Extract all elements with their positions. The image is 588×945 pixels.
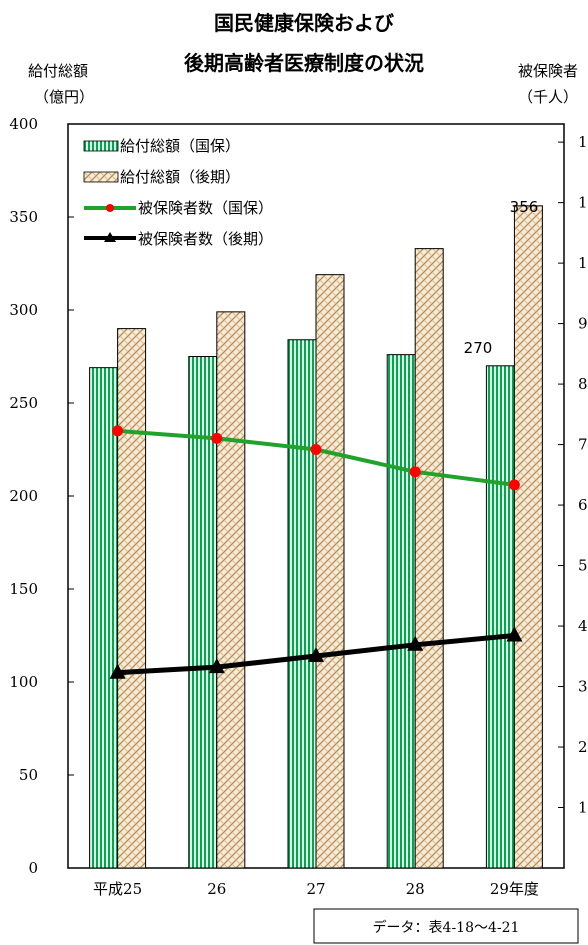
x-category-label: 27	[306, 880, 325, 898]
y-right-tick-label: 1	[578, 133, 588, 151]
y-right-tick-label: 1	[578, 254, 588, 272]
legend-swatch-kouki-benefit	[83, 171, 119, 183]
y-left-label-line1: 給付総額	[28, 62, 88, 80]
y-right-tick-label: 1	[578, 194, 588, 212]
y-left-tick-label: 300	[9, 301, 38, 319]
bar-kokuho-benefit	[287, 339, 317, 869]
x-axis-categories: 平成25 26 27 28 29年度	[93, 880, 539, 898]
y-right-tick-label: 4	[578, 617, 588, 635]
y-left-tick-label: 50	[19, 766, 38, 784]
bar-kokuho-benefit	[89, 367, 119, 869]
bar-kouki-benefit	[216, 311, 246, 869]
marker-kouki-insured	[308, 646, 324, 662]
bar-kouki-benefit	[414, 248, 444, 869]
legend-label-kouki-benefit: 給付総額（後期）	[120, 168, 240, 186]
x-category-label: 28	[406, 880, 425, 898]
marker-kokuho-insured	[112, 425, 124, 437]
source-note: データ：表4-18～4-21	[373, 919, 520, 936]
data-label-kouki-last: 356	[510, 198, 539, 216]
marker-kouki-insured	[407, 635, 424, 651]
y-right-label-line1: 被保険者	[518, 62, 578, 80]
legend-marker-kokuho-insured	[106, 204, 114, 212]
y-left-tick-label: 100	[9, 673, 38, 691]
y-left-tick-label: 0	[28, 859, 38, 877]
bar-kouki-benefit	[315, 274, 345, 869]
marker-kokuho-insured	[310, 444, 322, 455]
bar-kouki-benefit	[513, 205, 543, 869]
y-right-tick-label: 5	[578, 557, 588, 575]
marker-kouki-insured	[208, 658, 225, 674]
bar-kokuho-benefit	[386, 354, 416, 869]
legend-swatch-kokuho-benefit	[83, 140, 119, 152]
bar-kokuho-benefit	[485, 365, 515, 869]
x-category-label: 29年度	[490, 880, 539, 898]
x-category-label: 平成25	[93, 880, 142, 898]
line-series-group	[109, 425, 523, 679]
marker-kokuho-insured	[508, 479, 520, 491]
y-right-label-line2: （千人）	[518, 88, 578, 106]
y-left-label-line2: （億円）	[34, 88, 94, 106]
source-box	[313, 908, 579, 944]
chart-title-line1: 国民健康保険および	[214, 11, 395, 35]
legend-label-kokuho-benefit: 給付総額（国保）	[120, 137, 240, 155]
y-right-tick-label: 7	[578, 436, 588, 454]
chart-title-line2: 後期高齢者医療制度の状況	[184, 51, 424, 75]
y-left-tick-label: 200	[9, 487, 38, 505]
marker-kouki-insured	[109, 663, 126, 679]
x-category-label: 26	[207, 880, 226, 898]
marker-kokuho-insured	[211, 432, 223, 444]
y-right-tick-label: 1	[578, 799, 588, 817]
y-left-axis-ticks: 0 50 100 150 200 250 300 350 400	[9, 115, 74, 877]
marker-kokuho-insured	[409, 466, 421, 478]
y-right-tick-label: 3	[578, 678, 588, 696]
legend: 給付総額（国保） 給付総額（後期） 被保険者数（国保） 被保険者数（後期）	[83, 137, 273, 248]
legend-label-kokuho-insured: 被保険者数（国保）	[138, 199, 273, 217]
y-right-tick-label: 9	[578, 315, 588, 333]
data-label-kokuho-last: 270	[464, 339, 493, 357]
y-left-tick-label: 400	[9, 115, 38, 133]
y-left-tick-label: 350	[9, 208, 38, 226]
y-right-tick-label: 6	[578, 496, 588, 514]
bar-kouki-benefit	[117, 328, 147, 869]
y-left-tick-label: 250	[9, 394, 38, 412]
bar-kokuho-benefit	[188, 356, 218, 869]
marker-kouki-insured	[506, 626, 523, 642]
y-right-tick-label: 2	[578, 738, 588, 756]
legend-marker-kouki-insured	[104, 232, 116, 242]
bar-series-group	[89, 205, 543, 869]
y-right-axis-ticks: 1 2 3 4 5 6 7 8 9 1 1 1	[558, 133, 588, 817]
y-right-tick-label: 8	[578, 375, 588, 393]
legend-label-kouki-insured: 被保険者数（後期）	[138, 230, 273, 248]
y-left-tick-label: 150	[9, 580, 38, 598]
